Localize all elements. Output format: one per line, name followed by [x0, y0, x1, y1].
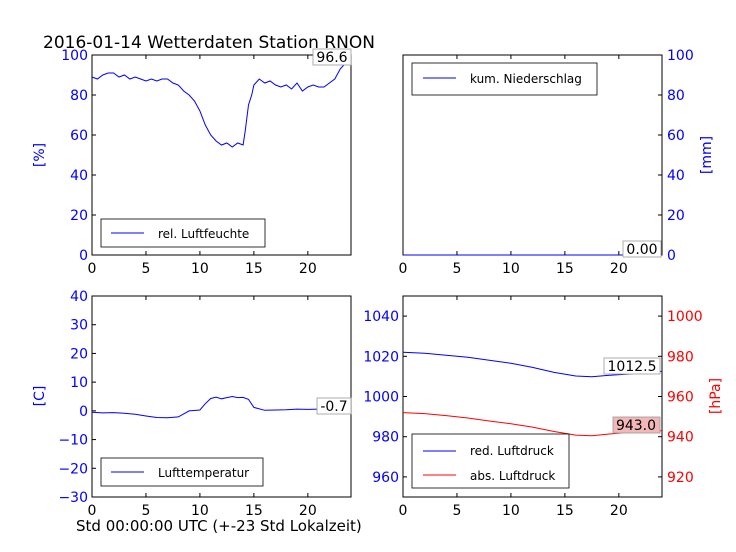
value-annotation-box [603, 357, 661, 375]
y-tick-label: 100 [61, 48, 88, 64]
value-annotation-box [622, 240, 662, 258]
y-axis-label: [mm] [699, 136, 715, 174]
y-axis-label: [%] [32, 143, 48, 167]
x-tick-label: 5 [141, 503, 150, 519]
x-tick-label: 5 [452, 261, 461, 277]
value-annotation-abs: 943.0 [616, 418, 656, 434]
x-tick-label: 20 [610, 261, 628, 277]
panel-precipitation: 0 5 10 15 20 0 20 40 60 80 100 [mm] kum. Niedersch… [399, 48, 715, 277]
y-tick-label: 1020 [363, 349, 399, 365]
x-tick-label: 10 [502, 503, 520, 519]
series-line-lufttemperatur [91, 395, 352, 419]
x-tick-label: 5 [141, 261, 150, 277]
y-tick-label: 980 [372, 430, 399, 446]
value-annotation-box-abs [612, 416, 661, 434]
x-tick-label: 20 [610, 503, 628, 519]
x-tick-label: 0 [399, 261, 408, 277]
series-line-rel-luftfeuchte [91, 61, 352, 148]
value-annotation-red: 1012.5 [608, 359, 657, 375]
y-tick-label: 20 [70, 346, 88, 362]
x-tick-label: 0 [88, 261, 97, 277]
y-tick-label: 0 [79, 404, 88, 420]
y-tick-label: 60 [70, 128, 88, 144]
x-tick-label: 20 [299, 261, 317, 277]
y-axis-label: [C] [32, 386, 48, 407]
y-tick-label: 10 [70, 375, 88, 391]
value-annotation-box [312, 48, 352, 66]
x-tick-label: 15 [245, 261, 263, 277]
x-tick-label: 20 [299, 503, 317, 519]
y-tick-label: 0 [79, 248, 88, 264]
x-tick-label: 0 [88, 503, 97, 519]
legend-label: rel. Luftfeuchte [158, 227, 249, 241]
y-tick-label: 1000 [667, 309, 703, 325]
y-tick-label: 80 [667, 88, 685, 104]
value-annotation: 96.6 [316, 50, 347, 66]
x-tick-label: 0 [399, 503, 408, 519]
x-tick-label: 15 [556, 503, 574, 519]
y-tick-label: 80 [70, 88, 88, 104]
y-tick-label: 20 [667, 208, 685, 224]
legend-label-abs-luftdruck: abs. Luftdruck [470, 469, 555, 483]
y-tick-label: −10 [58, 433, 88, 449]
panel-pressure: 0 5 10 15 20 960 980 1000 1020 1040 920 940 960 980 10… [363, 295, 724, 519]
value-annotation: -0.7 [320, 399, 347, 415]
y-tick-label: 60 [667, 128, 685, 144]
y-axis-label-right: [hPa] [708, 378, 724, 414]
legend-label: Lufttemperatur [158, 466, 249, 480]
plot-frame [91, 54, 352, 256]
y-tick-label: 920 [667, 470, 694, 486]
x-tick-label: 15 [245, 503, 263, 519]
y-tick-label: 30 [70, 318, 88, 334]
y-tick-label: −30 [58, 490, 88, 506]
x-tick-label: 5 [452, 503, 461, 519]
x-tick-label: 10 [191, 503, 209, 519]
value-annotation-box [316, 397, 352, 415]
x-tick-label: 10 [191, 261, 209, 277]
legend-box [411, 62, 598, 96]
y-tick-label: 1040 [363, 309, 399, 325]
y-tick-label: 0 [667, 248, 676, 264]
y-tick-label: 960 [667, 390, 694, 406]
y-tick-label: −20 [58, 461, 88, 477]
legend-box [411, 433, 570, 489]
y-tick-label: 40 [70, 168, 88, 184]
panel-humidity: 0 5 10 15 20 0 20 40 60 80 100 [%] rel. Luftfeucht… [32, 48, 352, 277]
value-annotation: 0.00 [626, 242, 657, 258]
plot-frame [91, 295, 352, 498]
x-axis-footer: Std 00:00:00 UTC (+-23 Std Lokalzeit) [76, 517, 362, 535]
y-tick-label: 940 [667, 430, 694, 446]
y-tick-label: 960 [372, 470, 399, 486]
legend-label: kum. Niederschlag [470, 72, 582, 86]
y-tick-label: 20 [70, 208, 88, 224]
y-tick-label: 40 [667, 168, 685, 184]
y-tick-label: 40 [70, 289, 88, 305]
legend-label-red-luftdruck: red. Luftdruck [470, 444, 554, 458]
x-tick-label: 10 [502, 261, 520, 277]
y-tick-label: 100 [667, 48, 694, 64]
y-tick-label: 980 [667, 349, 694, 365]
panel-temperature: 0 5 10 15 20 −30 −20 −10 0 10 20 30 40 [C] Lufttempe… [32, 289, 352, 519]
y-tick-label: 1000 [363, 390, 399, 406]
chart-title: 2016-01-14 Wetterdaten Station RNON [43, 33, 375, 53]
x-tick-label: 15 [556, 261, 574, 277]
